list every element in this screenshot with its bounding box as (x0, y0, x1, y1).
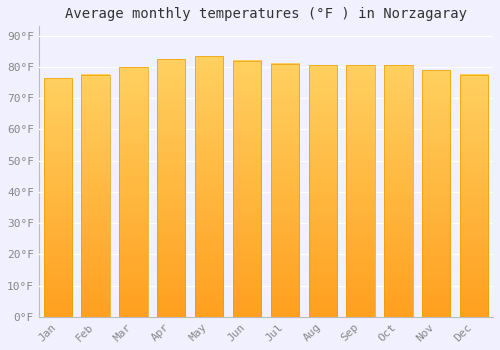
Bar (233, 61, 261, 317)
Bar (44, 78, 72, 317)
Bar (82, 75, 110, 317)
Bar (346, 65, 375, 317)
Bar (460, 75, 488, 317)
Bar (422, 70, 450, 317)
Bar (157, 59, 186, 317)
Bar (308, 65, 337, 317)
Bar (195, 56, 224, 317)
Bar (270, 64, 299, 317)
Bar (384, 65, 412, 317)
Title: Average monthly temperatures (°F ) in Norzagaray: Average monthly temperatures (°F ) in No… (65, 7, 467, 21)
Bar (119, 67, 148, 317)
